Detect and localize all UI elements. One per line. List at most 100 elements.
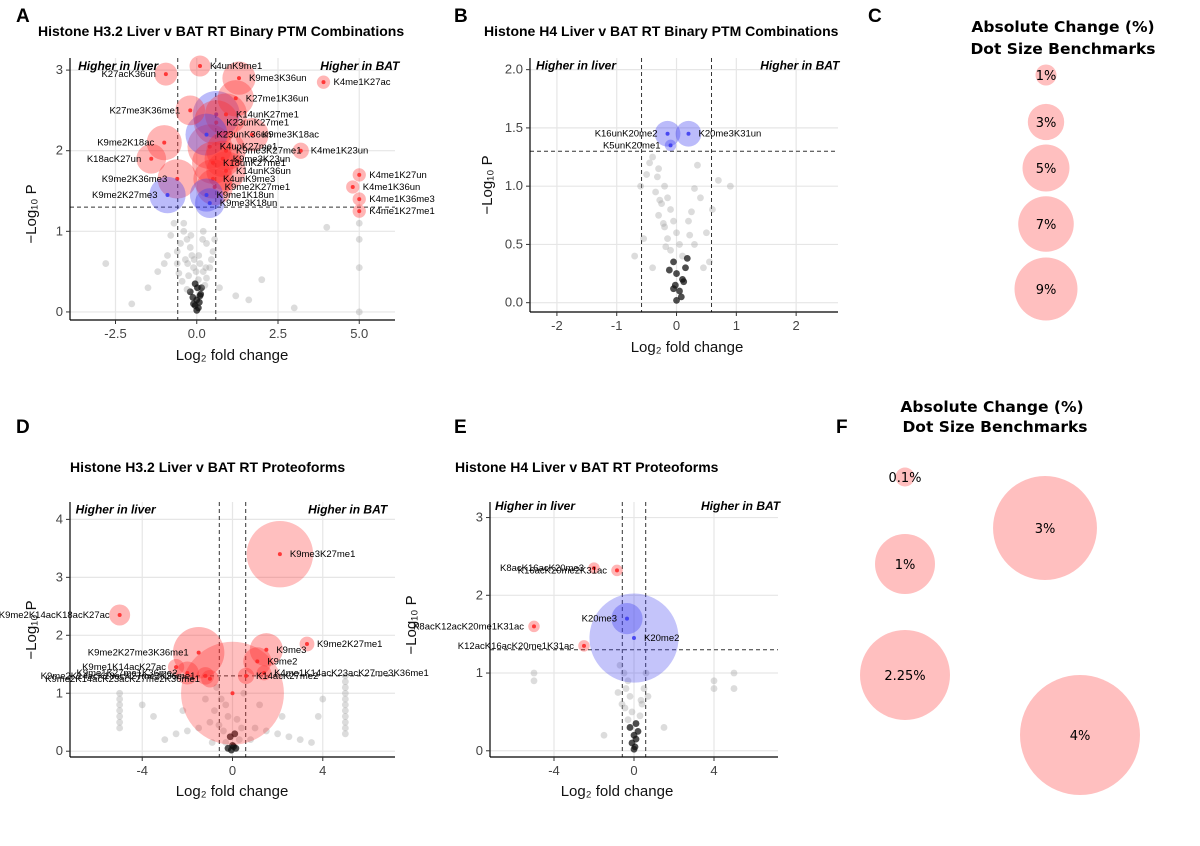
background-point [144, 284, 152, 292]
point-label: K4me1K27ac [334, 77, 391, 88]
background-point [700, 264, 707, 272]
background-point [667, 206, 674, 213]
y-tick-label: 0 [56, 743, 63, 758]
point-label: K9me2K14acK18acK27me3K36me1 [41, 671, 196, 682]
background-point [636, 712, 644, 720]
benchmark-label: 2.25% [884, 669, 925, 684]
benchmark-label: 3% [1035, 522, 1056, 537]
point-label: K12acK16acK20me1K31ac [458, 641, 574, 652]
background-point [341, 724, 349, 732]
background-point [655, 165, 662, 173]
background-point [179, 707, 187, 715]
point-label: K9me2K27me1 [317, 639, 382, 650]
data-point-center [175, 176, 180, 181]
background-points [102, 219, 363, 316]
background-point [691, 185, 698, 192]
data-point-center [163, 72, 168, 77]
point-label: K20me3K31un [698, 129, 761, 140]
data-point-center [668, 143, 673, 148]
benchmark-label: 0.1% [888, 471, 921, 486]
background-point [661, 223, 668, 231]
data-point-center [224, 148, 228, 153]
background-point [296, 736, 304, 744]
point-label: K23unK27me1 [226, 117, 289, 128]
background-point [683, 255, 691, 262]
background-point [618, 700, 626, 708]
background-point [278, 713, 286, 720]
background-point [706, 258, 713, 266]
background-point [670, 258, 677, 266]
background-point [230, 743, 238, 750]
background-point [626, 724, 634, 731]
data-point-center [203, 673, 208, 678]
background-point [676, 287, 683, 295]
data-point-center [211, 176, 215, 181]
panel-label: D [16, 417, 30, 438]
background-point [630, 745, 638, 753]
background-point [178, 277, 186, 285]
background-point [199, 235, 207, 243]
background-point [660, 724, 668, 731]
panel-b: B Histone H4 Liver v BAT RT Binary PTM Co… [454, 6, 841, 356]
background-point [530, 669, 538, 677]
point-label: K16acK20me2K31ac [518, 565, 608, 576]
background-point [209, 248, 217, 255]
background-point [190, 256, 198, 263]
benchmark-circle [1027, 103, 1065, 141]
y-tick-label: 0.0 [505, 295, 523, 310]
region-annotation: Higher in BAT [760, 59, 841, 73]
point-label: K9me2K27me3 [92, 190, 157, 201]
data-point-center [214, 120, 219, 125]
chart-title: Histone H3.2 Liver v BAT RT Binary PTM C… [38, 23, 404, 39]
benchmark-label: 1% [1036, 69, 1057, 84]
data-point-center [250, 132, 254, 137]
point-label: K23unK36un [217, 130, 272, 141]
significant-points [109, 520, 315, 745]
point-label: K9me2K27me1 [225, 182, 290, 193]
data-point-center [185, 670, 190, 675]
background-point [682, 264, 689, 272]
background-point [626, 692, 634, 700]
background-point [688, 208, 695, 216]
y-tick-label: 0.5 [505, 236, 523, 251]
background-point [285, 733, 293, 741]
y-tick-label: 1 [476, 665, 483, 680]
point-label: K20me2 [644, 633, 679, 644]
background-point [181, 256, 189, 263]
y-axis-title: −Log₁₀ P [23, 600, 40, 659]
data-point-center [198, 64, 202, 69]
background-point [188, 252, 196, 259]
data-point-center [244, 673, 249, 678]
background-point [710, 685, 718, 692]
background-point [659, 220, 667, 227]
data-point-center [220, 156, 225, 161]
data-point-center [224, 112, 228, 117]
point-label: K9me3 [276, 645, 306, 656]
y-tick-label: 1 [56, 685, 63, 700]
point-label: K9me2K14acK18acK27ac [0, 610, 110, 621]
background-point [194, 284, 201, 292]
chart-title: Histone H4 Liver v BAT RT Binary PTM Com… [484, 23, 839, 39]
background-point [530, 677, 538, 685]
background-point [686, 231, 694, 239]
background-points [530, 661, 738, 753]
benchmark-label: 7% [1036, 218, 1057, 233]
background-point [655, 211, 662, 219]
y-tick-label: 4 [56, 511, 63, 526]
point-label: K8acK16acK20me3 [500, 563, 584, 574]
background-point [222, 701, 230, 709]
data-point-center [615, 568, 619, 573]
data-point-center [117, 613, 122, 618]
legend-subtitle: Dot Size Benchmarks [902, 418, 1087, 436]
point-label: K9me1K27me1K36me2 [76, 668, 177, 679]
x-tick-label: -2.5 [104, 326, 126, 341]
background-point [206, 264, 214, 271]
point-label: K9me2K18ac [97, 138, 154, 149]
background-point [670, 217, 677, 225]
background-point [658, 200, 665, 208]
point-label: K8acK12acK20me1K31ac [413, 621, 524, 632]
benchmark-circle [1018, 196, 1074, 252]
background-point [189, 294, 197, 301]
background-point [667, 246, 674, 254]
y-tick-label: 2.0 [505, 62, 523, 77]
